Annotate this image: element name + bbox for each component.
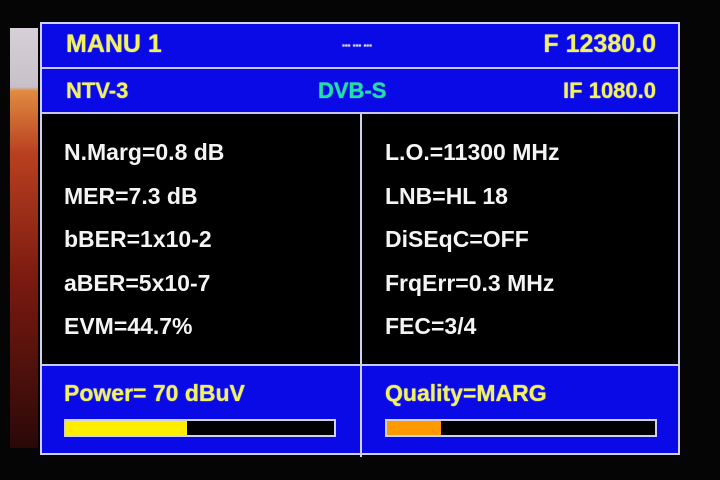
signal-indicator: ▪▪▪ ▪▪▪ ▪▪▪ <box>342 41 372 50</box>
quality-bar <box>385 419 657 437</box>
power-label: Power= 70 dBuV <box>64 380 245 406</box>
meter-screen: MANU 1 ▪▪▪ ▪▪▪ ▪▪▪ F 12380.0 NTV-3 DVB-S… <box>40 22 680 457</box>
freq-error-value: FrqErr=0.3 MHz <box>385 269 555 296</box>
header-bar: MANU 1 ▪▪▪ ▪▪▪ ▪▪▪ F 12380.0 <box>42 24 678 69</box>
frequency-value: F 12380.0 <box>543 30 656 58</box>
mode-label: MANU 1 <box>66 30 162 58</box>
right-measurements: L.O.=11300 MHz LNB=HL 18 DiSEqC=OFF FrqE… <box>385 138 560 356</box>
fec-value: FEC=3/4 <box>385 313 477 339</box>
standard-label: DVB-S <box>318 78 387 103</box>
quality-bar-fill <box>387 421 441 435</box>
lo-value: L.O.=11300 MHz <box>385 139 560 165</box>
evm-value: EVM=44.7% <box>64 313 193 339</box>
channel-name: NTV-3 <box>66 78 129 103</box>
aber-value: aBER=5x10-7 <box>64 269 211 296</box>
bber-value: bBER=1x10-2 <box>64 226 212 252</box>
column-divider <box>360 114 362 457</box>
noise-margin: N.Marg=0.8 dB <box>64 139 225 165</box>
quality-label: Quality=MARG <box>385 380 547 406</box>
left-measurements: N.Marg=0.8 dB MER=7.3 dB bBER=1x10-2 aBE… <box>64 138 224 356</box>
diseqc-value: DiSEqC=OFF <box>385 226 529 252</box>
if-frequency: IF 1080.0 <box>563 78 656 103</box>
power-bar-fill <box>66 421 187 435</box>
channel-bar: NTV-3 DVB-S IF 1080.0 <box>42 69 678 114</box>
power-bar <box>64 419 336 437</box>
mer-value: MER=7.3 dB <box>64 182 198 209</box>
background-scene <box>10 28 38 448</box>
lnb-value: LNB=HL 18 <box>385 182 508 209</box>
